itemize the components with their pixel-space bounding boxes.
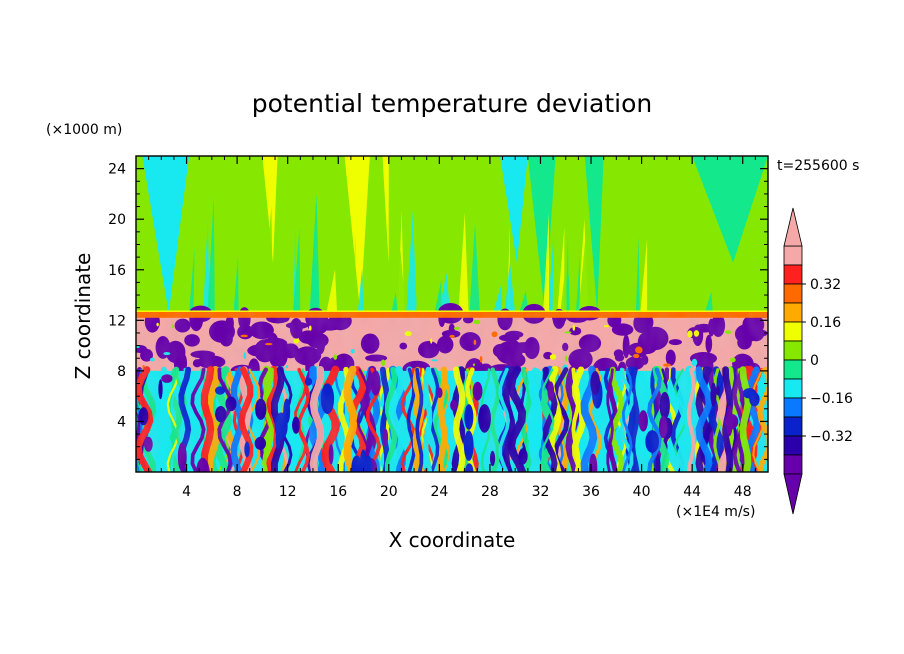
x-tick-label: 32 bbox=[532, 484, 550, 500]
colorbar-segment bbox=[783, 454, 803, 475]
colorbar-segment bbox=[783, 340, 803, 361]
upper-plume bbox=[207, 195, 215, 313]
colorbar-tick-label: 0.32 bbox=[810, 277, 841, 293]
upper-plume bbox=[416, 226, 424, 313]
time-label: t=255600 s bbox=[777, 158, 859, 174]
y-tick-label: 12 bbox=[108, 313, 126, 329]
x-axis-label: X coordinate bbox=[389, 528, 516, 552]
x-tick-label: 40 bbox=[633, 484, 651, 500]
x-tick-label: 28 bbox=[481, 484, 499, 500]
colorbar-segment bbox=[783, 397, 803, 418]
upper-plume bbox=[252, 225, 261, 313]
upper-plume bbox=[391, 291, 398, 313]
y-tick-label: 4 bbox=[117, 414, 126, 430]
y-axis-label: Z coordinate bbox=[71, 253, 95, 380]
upper-plume bbox=[406, 210, 417, 313]
upper-plume bbox=[189, 247, 195, 313]
region-upper bbox=[136, 156, 768, 314]
upper-plume bbox=[704, 291, 713, 313]
upper-plume bbox=[394, 249, 407, 313]
colorbar: 0.32 0.16 0 −0.16 −0.32 bbox=[783, 207, 853, 515]
chart-title: potential temperature deviation bbox=[252, 89, 652, 118]
upper-plume bbox=[747, 217, 755, 313]
upper-plume bbox=[263, 205, 273, 313]
upper-plume bbox=[357, 268, 364, 313]
upper-plume bbox=[438, 272, 451, 313]
colorbar-segment bbox=[783, 321, 803, 342]
upper-streak bbox=[142, 156, 190, 313]
upper-plume bbox=[575, 254, 581, 313]
upper-streak bbox=[344, 156, 370, 313]
colorbar-under-triangle bbox=[783, 473, 803, 515]
colorbar-segment bbox=[783, 359, 803, 380]
upper-plume bbox=[543, 212, 550, 313]
upper-plume bbox=[504, 262, 516, 313]
x-tick-label: 36 bbox=[582, 484, 600, 500]
upper-streak bbox=[584, 156, 604, 313]
colorbar-segment bbox=[783, 283, 803, 304]
upper-plume bbox=[493, 284, 503, 313]
colorbar-segment bbox=[783, 416, 803, 437]
y-axis-ticks: 4 8 12 16 20 24 bbox=[108, 162, 768, 460]
colorbar-segment bbox=[783, 435, 803, 456]
colorbar-tick-label: −0.16 bbox=[810, 391, 853, 407]
x-axis-unit: (×1E4 m/s) bbox=[676, 504, 755, 520]
interface-highlight bbox=[136, 310, 768, 312]
upper-plume bbox=[434, 279, 442, 313]
upper-plume bbox=[635, 234, 640, 313]
x-tick-label: 4 bbox=[182, 484, 191, 500]
upper-plume bbox=[469, 222, 480, 313]
colorbar-segment bbox=[783, 378, 803, 399]
upper-plume bbox=[233, 255, 239, 313]
x-tick-label: 16 bbox=[329, 484, 347, 500]
upper-plume bbox=[458, 212, 469, 313]
upper-plume bbox=[560, 260, 567, 313]
x-tick-label: 24 bbox=[430, 484, 448, 500]
x-tick-label: 20 bbox=[380, 484, 398, 500]
y-axis-unit: (×1000 m) bbox=[46, 122, 122, 138]
colorbar-segment bbox=[783, 264, 803, 285]
upper-streak bbox=[262, 156, 278, 263]
upper-plume bbox=[352, 231, 356, 313]
upper-plume bbox=[640, 238, 648, 313]
texture bbox=[136, 312, 768, 472]
colorbar-tick-label: 0 bbox=[810, 353, 819, 369]
y-tick-label: 16 bbox=[108, 263, 126, 279]
colorbar-segment bbox=[783, 302, 803, 323]
upper-plume bbox=[557, 227, 565, 313]
heatmap-field bbox=[136, 156, 768, 472]
upper-plume bbox=[203, 219, 210, 313]
x-tick-label: 48 bbox=[734, 484, 752, 500]
x-tick-label: 44 bbox=[683, 484, 701, 500]
upper-plume bbox=[547, 229, 555, 313]
colorbar-tick-label: 0.16 bbox=[810, 315, 841, 331]
colorbar-segment bbox=[783, 245, 803, 266]
upper-plume bbox=[309, 193, 320, 313]
upper-streak bbox=[382, 156, 389, 263]
x-tick-label: 8 bbox=[233, 484, 242, 500]
y-tick-label: 20 bbox=[108, 212, 126, 228]
upper-streak bbox=[692, 156, 768, 263]
upper-plume bbox=[326, 269, 338, 313]
upper-streak bbox=[527, 156, 556, 313]
x-axis-ticks: 4 8 12 16 20 24 28 32 36 40 44 48 bbox=[148, 156, 756, 500]
upper-plume bbox=[293, 228, 301, 313]
upper-plume bbox=[578, 213, 589, 313]
upper-streak bbox=[500, 156, 528, 263]
colorbar-tick-label: −0.32 bbox=[810, 429, 853, 445]
y-tick-label: 24 bbox=[108, 162, 126, 178]
y-tick-label: 8 bbox=[117, 364, 126, 380]
x-tick-label: 12 bbox=[279, 484, 297, 500]
colorbar-over-triangle bbox=[783, 207, 803, 247]
